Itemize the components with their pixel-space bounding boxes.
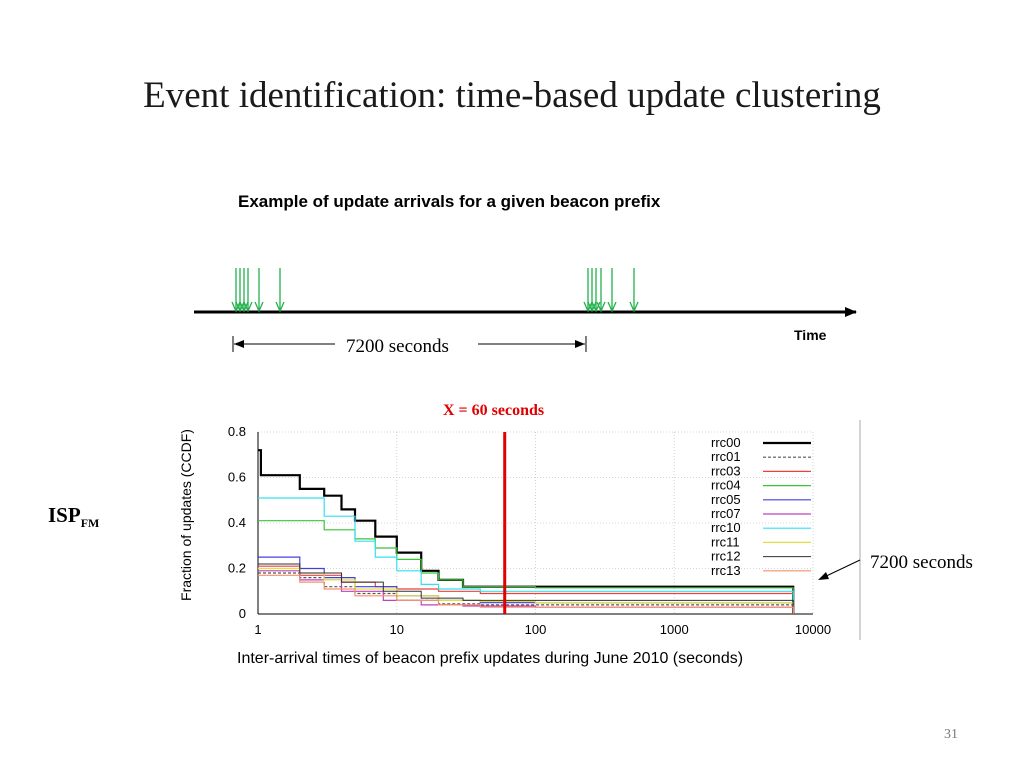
y-tick-label: 0.4: [228, 515, 246, 530]
y-tick-label: 0: [239, 606, 246, 621]
isp-main: ISP: [48, 503, 81, 527]
slide-title: Event identification: time-based update …: [143, 75, 881, 116]
x-tick-label: 10: [390, 622, 404, 637]
interval-left-head: [234, 340, 244, 348]
legend-label-rrc03: rrc03: [711, 463, 741, 478]
update-arrow: [587, 268, 597, 313]
series-lines: [258, 449, 795, 614]
x-tick-label: 1000: [660, 622, 689, 637]
interval-right-head: [575, 340, 585, 348]
legend-label-rrc11: rrc11: [711, 534, 740, 549]
x-tick-label: 10000: [795, 622, 831, 637]
update-arrow: [243, 268, 253, 313]
legend-label-rrc10: rrc10: [711, 520, 741, 535]
isp-label: ISPFM: [48, 503, 99, 531]
update-arrow: [275, 268, 285, 313]
legend-label-rrc13: rrc13: [711, 563, 741, 578]
page-number: 31: [944, 727, 958, 742]
x-axis-label: Inter-arrival times of beacon prefix upd…: [237, 650, 744, 667]
x-tick-label: 100: [525, 622, 547, 637]
timeline: [194, 268, 857, 352]
update-arrow: [629, 268, 639, 313]
update-arrow: [596, 268, 606, 313]
update-arrow: [254, 268, 264, 313]
legend-label-rrc00: rrc00: [711, 435, 741, 450]
update-arrow: [239, 268, 249, 313]
x-tick-label: 1: [254, 622, 261, 637]
interval-label: 7200 seconds: [346, 336, 449, 357]
end-annotation: 7200 seconds: [870, 552, 973, 573]
threshold-label: X = 60 seconds: [443, 402, 545, 419]
y-tick-label: 0.6: [228, 470, 246, 485]
series-line-rrc10: [258, 497, 794, 614]
legend-label-rrc01: rrc01: [711, 449, 741, 464]
series-line-rrc12: [258, 563, 794, 614]
update-arrow: [583, 268, 593, 313]
legend-label-rrc12: rrc12: [711, 549, 741, 564]
legend-label-rrc05: rrc05: [711, 492, 741, 507]
timeline-subtitle: Example of update arrivals for a given b…: [238, 192, 661, 211]
series-line-rrc04: [258, 520, 794, 614]
update-arrow: [235, 268, 245, 313]
series-line-rrc13: [258, 574, 794, 614]
axes: 1 10 100 1000 10000 0 0.2 0.4 0.6 0.8: [228, 424, 831, 637]
timeline-axis-label: Time: [794, 327, 827, 343]
y-tick-label: 0.8: [228, 424, 246, 439]
legend-label-rrc04: rrc04: [711, 478, 741, 493]
update-arrow: [231, 268, 241, 313]
update-arrows: [231, 268, 639, 313]
legend: rrc00rrc01rrc03rrc04rrc05rrc07rrc10rrc11…: [711, 435, 811, 578]
y-tick-label: 0.2: [228, 561, 246, 576]
isp-sub: FM: [80, 516, 100, 531]
annotation-arrow-head: [818, 572, 829, 580]
update-arrow: [607, 268, 617, 313]
y-axis-label: Fraction of updates (CCDF): [178, 429, 194, 601]
legend-label-rrc07: rrc07: [711, 506, 741, 521]
